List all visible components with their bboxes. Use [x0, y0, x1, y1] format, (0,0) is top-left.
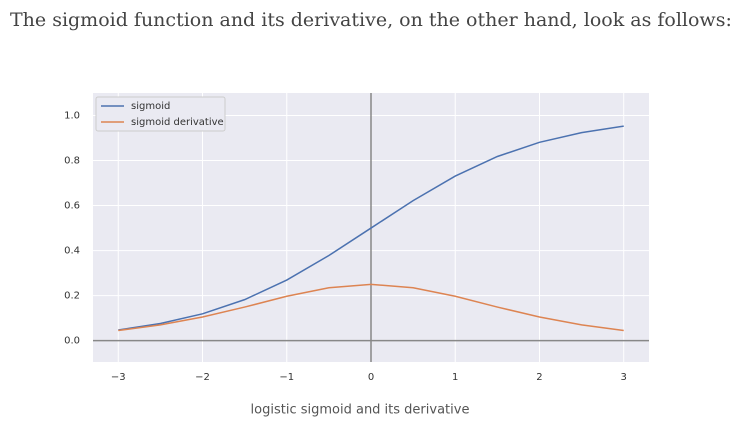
x-tick-label: 1 [452, 372, 458, 383]
caption: logistic sigmoid and its derivative [251, 403, 470, 418]
x-tick-label: 3 [621, 372, 627, 383]
y-tick-label: 0.0 [64, 336, 80, 347]
legend-box [95, 96, 226, 132]
x-tick-label: 2 [536, 372, 542, 383]
y-tick-label: 0.8 [64, 156, 80, 167]
x-tick-label: −3 [111, 372, 126, 383]
y-tick-label: 0.2 [64, 291, 80, 302]
legend-label: sigmoid [131, 101, 170, 112]
y-tick-label: 1.0 [64, 111, 80, 122]
y-tick-label: 0.6 [64, 201, 80, 212]
legend-label: sigmoid derivative [131, 117, 224, 128]
series-line [118, 283, 624, 332]
x-tick-label: −2 [195, 372, 210, 383]
x-tick-label: −1 [279, 372, 294, 383]
y-tick-label: 0.4 [64, 246, 80, 257]
x-tick-label: 0 [368, 372, 374, 383]
series-line [118, 125, 624, 331]
paragraph: The sigmoid function and its derivative,… [10, 9, 732, 31]
